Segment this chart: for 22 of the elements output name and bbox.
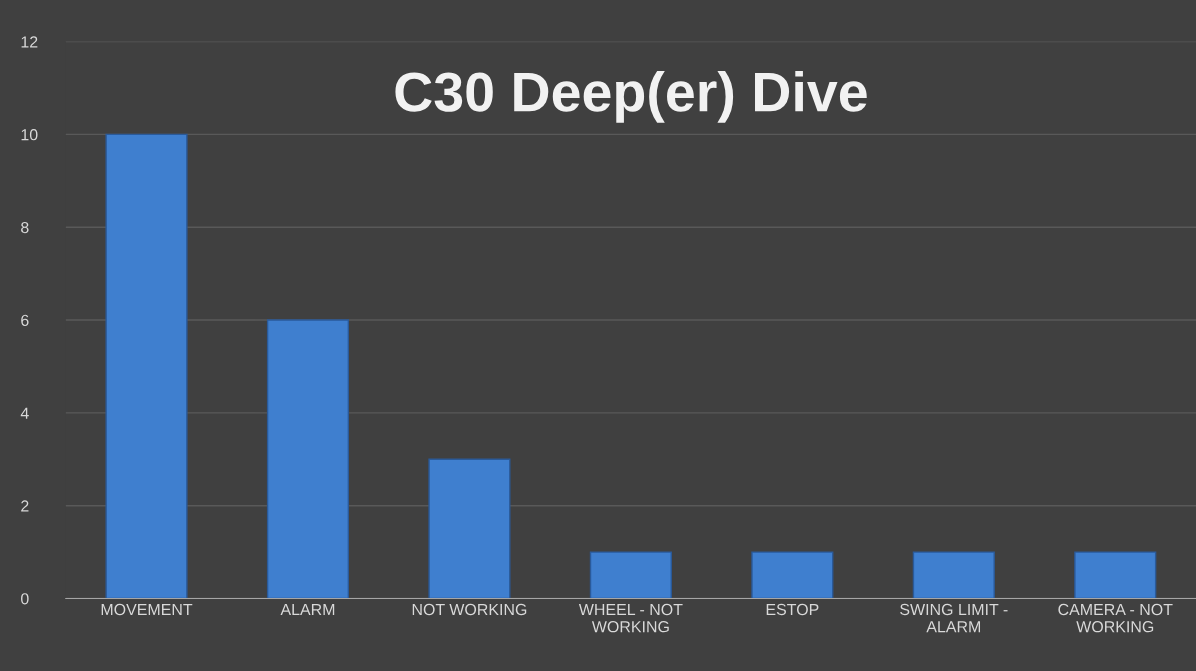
bar [1074,551,1157,599]
y-tick-label: 0 [21,593,29,605]
y-tick-label: 2 [21,500,29,512]
bar [912,551,995,599]
x-tick-label: SWING LIMIT - ALARM [900,603,1008,633]
y-tick-label: 8 [21,221,29,234]
x-tick-label: WHEEL - NOT WORKING [578,603,683,633]
bar [589,551,672,599]
bar [105,133,188,599]
bar [266,319,350,599]
bar [428,458,511,599]
y-tick-label: 10 [21,129,38,141]
x-tick-label: ESTOP [766,603,819,616]
chart-title: C30 Deep(er) Dive [395,70,867,123]
x-tick-label: MOVEMENT [101,603,193,616]
y-tick-label: 12 [21,36,38,48]
y-tick-label: 4 [20,407,29,419]
x-tick-label: NOT WORKING [412,603,527,616]
x-tick-label: CAMERA - NOT WORKING [1058,603,1173,633]
y-tick-label: 6 [21,314,29,327]
bar [751,551,834,599]
x-tick-label: ALARM [280,603,335,615]
